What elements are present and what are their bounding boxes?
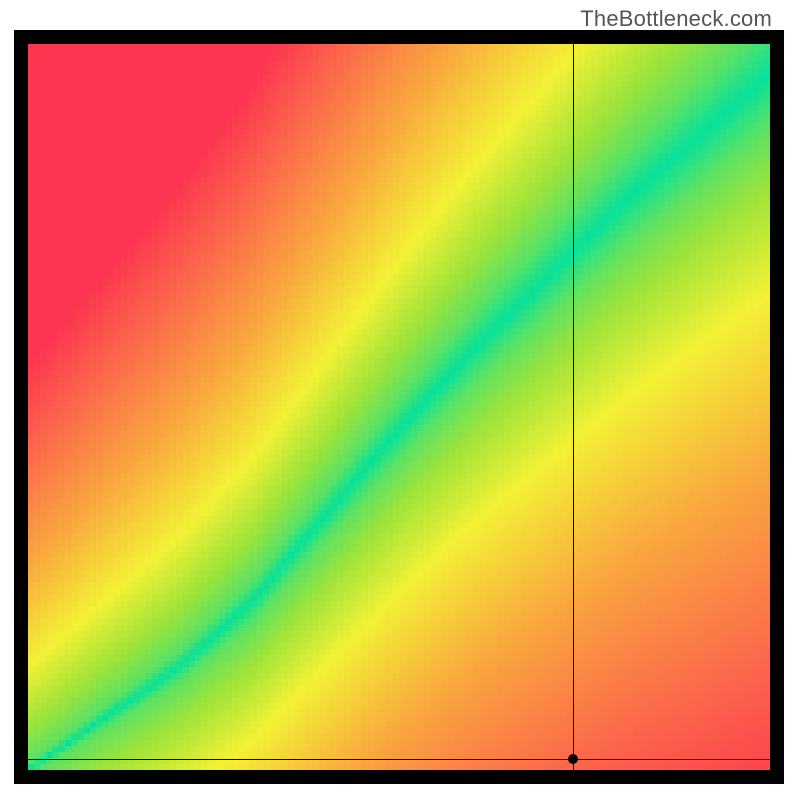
bottleneck-heatmap [28,44,770,770]
crosshair-horizontal [28,759,770,760]
plot-frame [14,30,784,784]
watermark-text: TheBottleneck.com [580,6,772,32]
chart-container: TheBottleneck.com [0,0,800,800]
crosshair-vertical [573,44,574,770]
